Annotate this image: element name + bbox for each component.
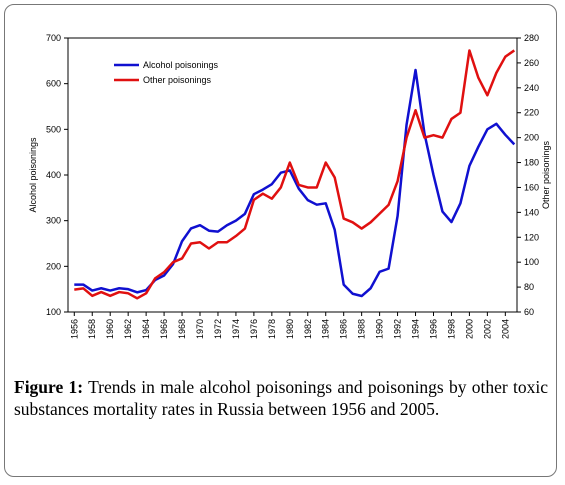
y-tick-label: 300	[46, 216, 61, 226]
x-tick-label: 1984	[321, 319, 331, 339]
caption-text: Trends in male alcohol poisonings and po…	[14, 377, 548, 419]
x-tick-label: 2004	[500, 319, 510, 339]
y-tick-label: 500	[46, 124, 61, 134]
x-tick-label: 1974	[231, 319, 241, 339]
x-tick-label: 1986	[339, 319, 349, 339]
x-tick-label: 1962	[123, 319, 133, 339]
x-tick-label: 1964	[141, 319, 151, 339]
line-series	[74, 49, 516, 300]
y2-tick-label: 100	[524, 257, 539, 267]
x-tick-label: 1982	[303, 319, 313, 339]
x-tick-label: 1958	[87, 319, 97, 339]
y-tick-label: 400	[46, 170, 61, 180]
y-tick-label: 100	[46, 307, 61, 317]
caption: Figure 1: Trends in male alcohol poisoni…	[14, 376, 548, 420]
x-tick-label: 1992	[393, 319, 403, 339]
x-tick-label: 2002	[482, 319, 492, 339]
legend-label: Alcohol poisonings	[143, 60, 219, 70]
x-tick-label: 1976	[249, 319, 259, 339]
x-tick-label: 1956	[69, 319, 79, 339]
y2-tick-label: 240	[524, 83, 539, 93]
figure-frame	[4, 4, 557, 477]
y2-tick-label: 60	[524, 307, 534, 317]
y-axis-label: Alcohol poisonings	[28, 137, 38, 213]
chart: Alcohol poisonings Other poisonings 100 2…	[28, 33, 551, 339]
x-tick-label: 1966	[159, 319, 169, 339]
x-tick-label: 1970	[195, 319, 205, 339]
x-tick-label: 1988	[357, 319, 367, 339]
y2-tick-label: 120	[524, 232, 539, 242]
x-tick-label: 1998	[446, 319, 456, 339]
x-tick-label: 1980	[285, 319, 295, 339]
y-tick-label: 600	[46, 79, 61, 89]
x-tick-label: 1978	[267, 319, 277, 339]
line-series	[74, 68, 516, 298]
caption-label: Figure 1:	[14, 377, 84, 397]
y2-axis-label: Other poisonings	[541, 140, 551, 209]
y2-tick-label: 200	[524, 133, 539, 143]
y2-tick-label: 140	[524, 207, 539, 217]
y2-tick-label: 220	[524, 108, 539, 118]
legend-label: Other poisonings	[143, 75, 212, 85]
x-tick-label: 1960	[105, 319, 115, 339]
x-tick-label: 1972	[213, 319, 223, 339]
x-tick-label: 1996	[428, 319, 438, 339]
y2-tick-label: 180	[524, 158, 539, 168]
y2-tick-label: 280	[524, 33, 539, 43]
x-tick-label: 1990	[375, 319, 385, 339]
x-tick-label: 1968	[177, 319, 187, 339]
x-tick-label: 1994	[411, 319, 421, 339]
y2-tick-label: 160	[524, 182, 539, 192]
y-tick-label: 700	[46, 33, 61, 43]
x-tick-label: 2000	[464, 319, 474, 339]
y2-tick-label: 80	[524, 282, 534, 292]
y-tick-label: 200	[46, 261, 61, 271]
y2-tick-label: 260	[524, 58, 539, 68]
